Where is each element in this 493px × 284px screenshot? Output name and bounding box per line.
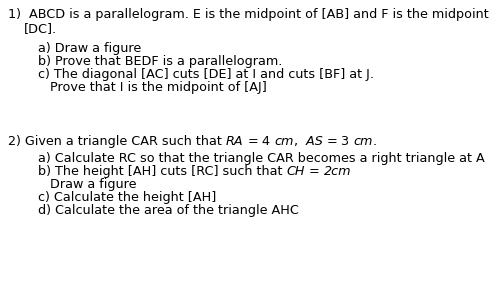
Text: Prove that I is the midpoint of [AJ]: Prove that I is the midpoint of [AJ]: [50, 81, 267, 94]
Text: cm: cm: [274, 135, 294, 148]
Text: 2cm: 2cm: [324, 165, 351, 178]
Text: AS: AS: [302, 135, 322, 148]
Text: [DC].: [DC].: [24, 22, 57, 35]
Text: =: =: [244, 135, 262, 148]
Text: RA: RA: [226, 135, 244, 148]
Text: =: =: [322, 135, 341, 148]
Text: 3: 3: [341, 135, 353, 148]
Text: 4: 4: [262, 135, 274, 148]
Text: Draw a figure: Draw a figure: [50, 178, 137, 191]
Text: 1)  ABCD is a parallelogram. E is the midpoint of [AB] and F is the midpoint of: 1) ABCD is a parallelogram. E is the mid…: [8, 8, 493, 21]
Text: b) Prove that BEDF is a parallelogram.: b) Prove that BEDF is a parallelogram.: [38, 55, 282, 68]
Text: =: =: [305, 165, 324, 178]
Text: cm: cm: [353, 135, 373, 148]
Text: .: .: [373, 135, 377, 148]
Text: d) Calculate the area of the triangle AHC: d) Calculate the area of the triangle AH…: [38, 204, 299, 217]
Text: c) The diagonal [AC] cuts [DE] at I and cuts [BF] at J.: c) The diagonal [AC] cuts [DE] at I and …: [38, 68, 374, 81]
Text: a) Calculate RC so that the triangle CAR becomes a right triangle at A: a) Calculate RC so that the triangle CAR…: [38, 152, 485, 165]
Text: ,: ,: [294, 135, 302, 148]
Text: b) The height [AH] cuts [RC] such that: b) The height [AH] cuts [RC] such that: [38, 165, 286, 178]
Text: 2) Given a triangle CAR such that: 2) Given a triangle CAR such that: [8, 135, 226, 148]
Text: c) Calculate the height [AH]: c) Calculate the height [AH]: [38, 191, 216, 204]
Text: a) Draw a figure: a) Draw a figure: [38, 42, 141, 55]
Text: CH: CH: [286, 165, 305, 178]
